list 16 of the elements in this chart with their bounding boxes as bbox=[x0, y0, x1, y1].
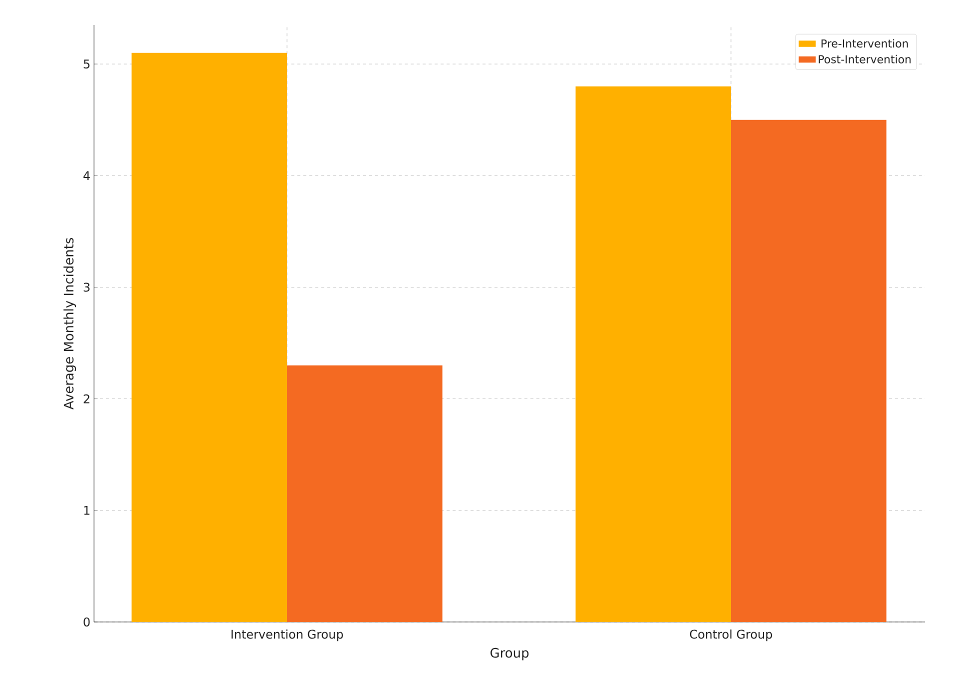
bar bbox=[132, 52, 288, 622]
bar bbox=[287, 365, 442, 622]
x-axis-title: Group bbox=[490, 648, 529, 660]
y-tick-label: 0 bbox=[84, 617, 90, 627]
legend-label: Pre-Intervention bbox=[822, 39, 908, 48]
x-tick-label: Intervention Group bbox=[232, 630, 343, 642]
y-axis-title: Average Monthly Incidents bbox=[64, 238, 76, 410]
bar bbox=[576, 86, 731, 622]
bar bbox=[730, 120, 886, 622]
y-tick-label: 4 bbox=[83, 171, 90, 180]
y-tick-label: 2 bbox=[84, 394, 90, 404]
x-tick-label: Control Group bbox=[690, 630, 772, 642]
y-tick-label: 5 bbox=[84, 60, 90, 68]
y-tick-label: 3 bbox=[84, 282, 90, 292]
y-tick-label: 1 bbox=[84, 506, 90, 515]
legend-label: Post-Intervention bbox=[818, 54, 911, 64]
